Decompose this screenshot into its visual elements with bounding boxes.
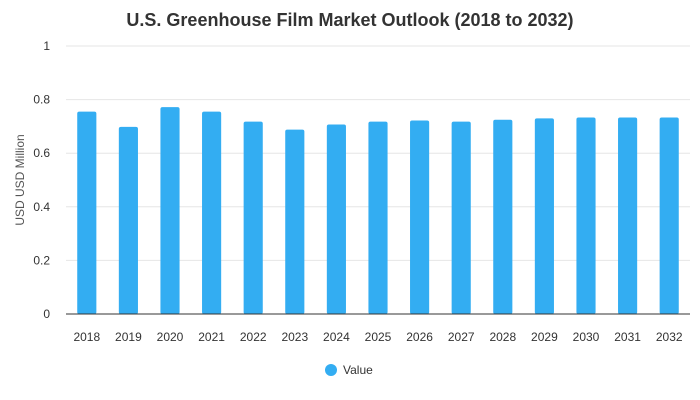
legend: Value <box>325 363 373 377</box>
bar-2029 <box>534 118 554 314</box>
bar-2025 <box>368 121 388 315</box>
x-tick-label: 2022 <box>240 330 267 344</box>
bar-2022 <box>243 121 263 315</box>
x-tick-label: 2028 <box>489 330 516 344</box>
bar-2023 <box>285 129 305 314</box>
bar-2027 <box>451 121 471 315</box>
bar-2026 <box>410 120 430 314</box>
bar-2032 <box>659 117 679 314</box>
y-tick-label: 0 <box>43 307 50 321</box>
y-tick-label: 0.6 <box>33 146 50 160</box>
bar-2024 <box>326 124 346 314</box>
bar-2031 <box>618 117 638 314</box>
bar-2020 <box>160 107 180 314</box>
y-tick-label: 1 <box>43 39 50 53</box>
legend-marker <box>325 364 337 376</box>
bars <box>77 107 679 315</box>
x-tick-label: 2031 <box>614 330 641 344</box>
y-axis-label: USD USD Million <box>13 134 27 225</box>
x-tick-label: 2027 <box>448 330 475 344</box>
legend-label: Value <box>343 363 373 377</box>
x-tick-label: 2026 <box>406 330 433 344</box>
bar-2019 <box>118 126 138 314</box>
y-axis-ticks: 0 0.2 0.4 0.6 0.8 1 <box>33 39 50 321</box>
y-tick-label: 0.2 <box>33 253 50 267</box>
x-tick-label: 2024 <box>323 330 350 344</box>
x-tick-label: 2025 <box>365 330 392 344</box>
bar-2030 <box>576 117 596 314</box>
x-tick-label: 2023 <box>281 330 308 344</box>
x-tick-label: 2030 <box>573 330 600 344</box>
bar-2021 <box>202 111 222 314</box>
y-tick-label: 0.8 <box>33 93 50 107</box>
bar-2018 <box>77 111 97 314</box>
x-tick-label: 2032 <box>656 330 683 344</box>
x-axis-ticks: 2018 2019 2020 2021 2022 2023 2024 2025 2026 2027… <box>73 330 682 344</box>
x-tick-label: 2020 <box>157 330 184 344</box>
x-tick-label: 2018 <box>73 330 100 344</box>
bar-2028 <box>493 119 513 314</box>
y-tick-label: 0.4 <box>33 200 50 214</box>
x-tick-label: 2019 <box>115 330 142 344</box>
x-tick-label: 2029 <box>531 330 558 344</box>
chart-title: U.S. Greenhouse Film Market Outlook (201… <box>126 10 573 30</box>
x-tick-label: 2021 <box>198 330 225 344</box>
